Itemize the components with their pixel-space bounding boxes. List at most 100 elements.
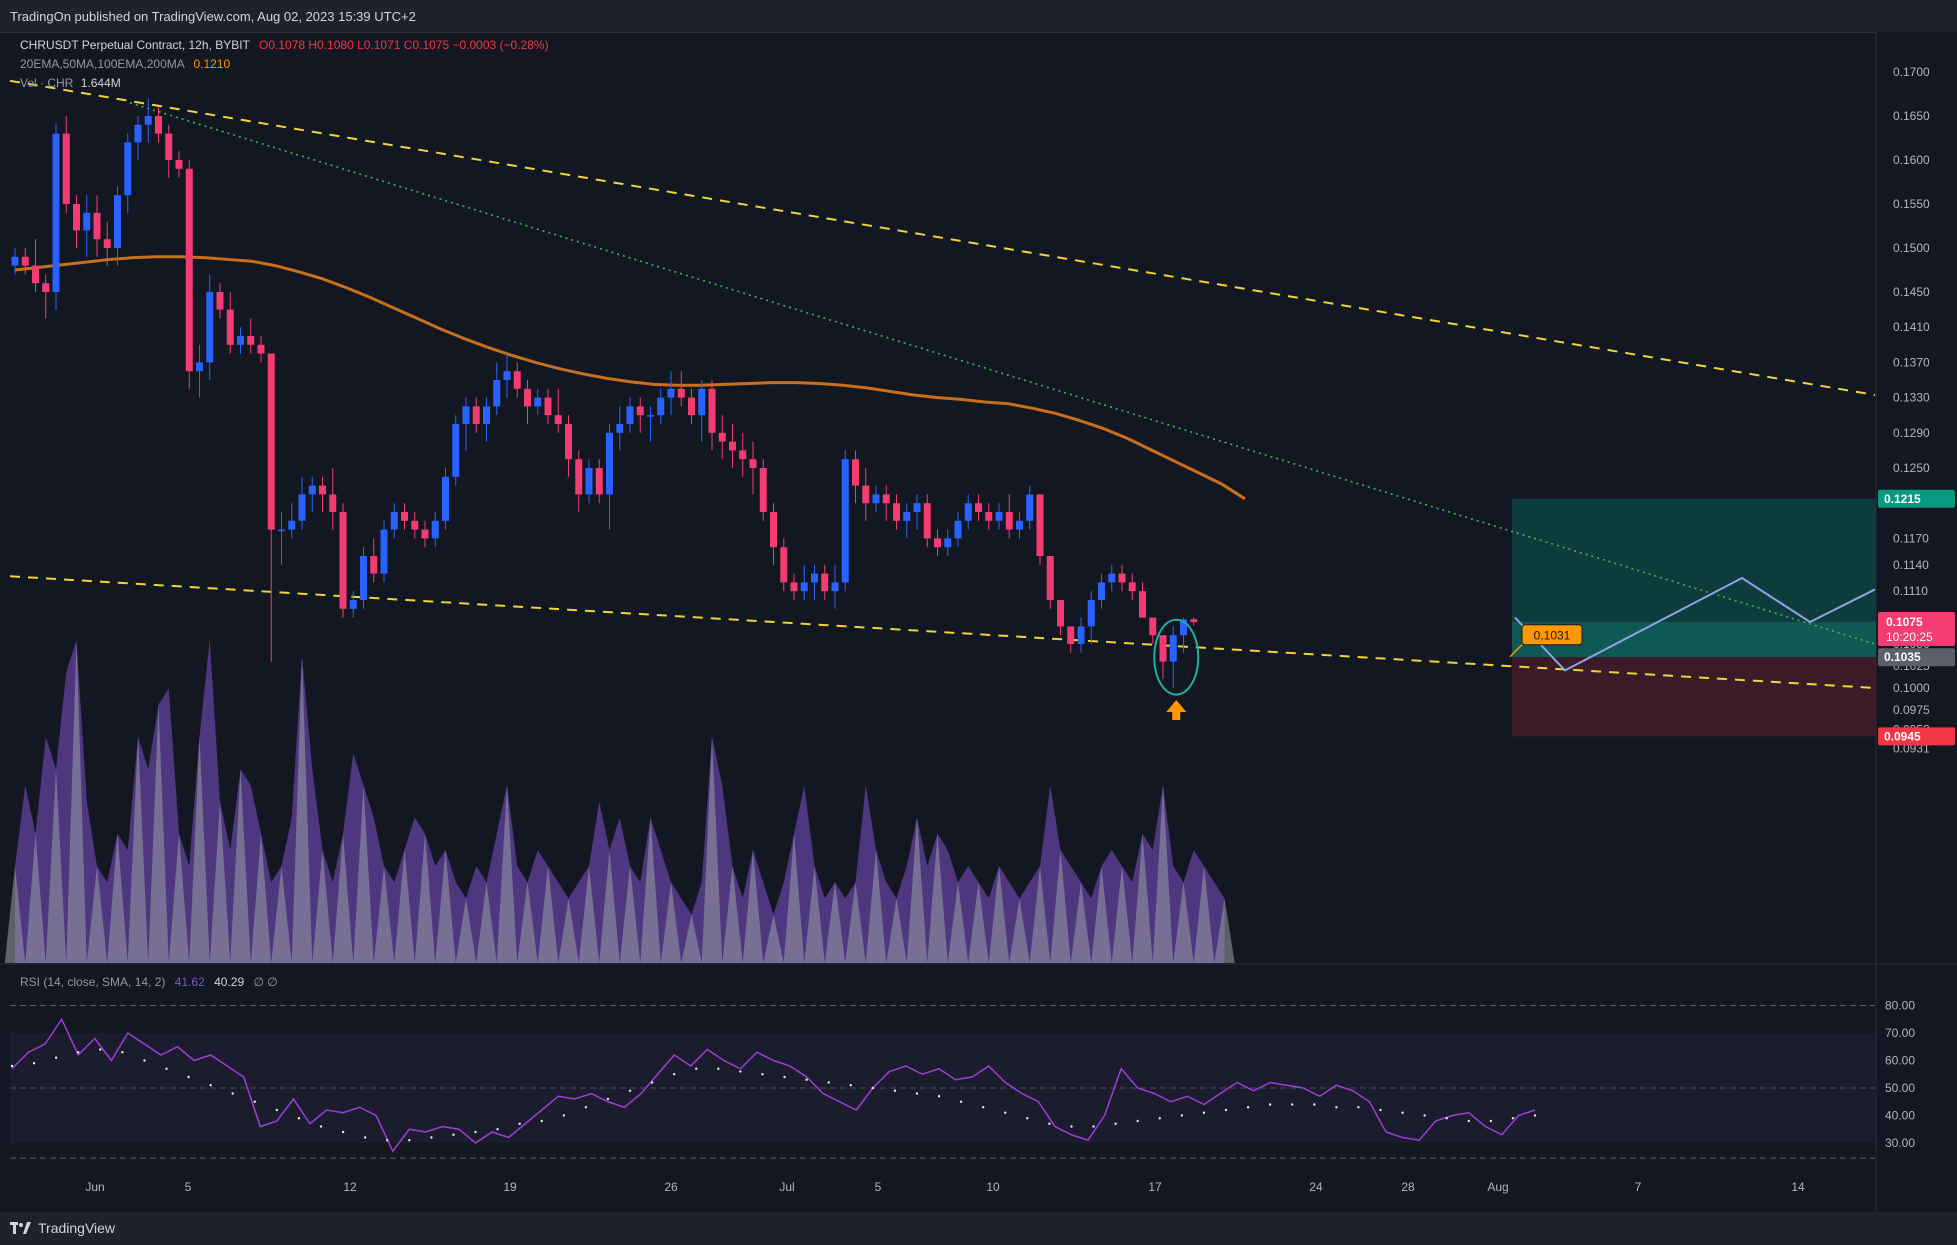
candle-body bbox=[657, 397, 665, 416]
entry-price-badge-text: 0.1035 bbox=[1884, 650, 1921, 664]
volume-spike bbox=[414, 833, 436, 963]
legend-ma-value: 0.1210 bbox=[193, 57, 231, 71]
rsi-ma-dot bbox=[10, 1064, 14, 1068]
legend-rsi[interactable]: RSI (14, close, SMA, 14, 2) bbox=[20, 975, 166, 989]
candle-body bbox=[226, 309, 234, 345]
rsi-ma-dot bbox=[77, 1051, 80, 1054]
annotations[interactable]: 0.1031 bbox=[1153, 618, 1583, 720]
time-axis[interactable]: Jun 5 12 19 26 Jul 5 10 17 24 28 Aug 7 14 bbox=[85, 1180, 1805, 1194]
price-tick: 0.1550 bbox=[1893, 197, 1930, 211]
volume-spike bbox=[25, 833, 46, 963]
candle-body bbox=[155, 116, 162, 134]
volume-spike bbox=[1009, 898, 1030, 963]
volume-spike bbox=[701, 736, 723, 963]
ma200-line bbox=[14, 255, 1246, 501]
legend-symbol[interactable]: CHRUSDT Perpetual Contract, 12h, BYBIT bbox=[20, 38, 250, 52]
candle-body bbox=[636, 406, 644, 416]
rsi-ma-dot bbox=[893, 1089, 897, 1092]
candle-body bbox=[32, 265, 39, 284]
candle-body bbox=[800, 582, 808, 592]
rsi-ma-dot bbox=[717, 1067, 720, 1070]
rsi-ma-dot bbox=[518, 1122, 521, 1125]
candle-body bbox=[893, 503, 900, 521]
tradingview-brand[interactable]: TradingView bbox=[10, 1220, 115, 1236]
rsi-ma-dot bbox=[187, 1075, 190, 1079]
price-note-box bbox=[1521, 624, 1583, 646]
candle-body bbox=[1005, 512, 1013, 530]
time-tick: 19 bbox=[503, 1180, 517, 1194]
candle-body bbox=[1046, 556, 1054, 600]
tradingview-logo-icon bbox=[10, 1222, 31, 1234]
rsi-ma-dot bbox=[1004, 1111, 1007, 1114]
price-tick: 0.1290 bbox=[1893, 426, 1930, 440]
rsi-ma-dot bbox=[253, 1100, 256, 1103]
rsi-ma-dot bbox=[496, 1128, 499, 1131]
volume-spike bbox=[394, 849, 415, 963]
rsi-ma-dot bbox=[99, 1048, 102, 1051]
volume-spike bbox=[312, 849, 333, 963]
price-tick: 0.1170 bbox=[1893, 531, 1929, 545]
candle-body bbox=[964, 503, 972, 521]
legend-rsi-ma-value: 40.29 bbox=[214, 975, 245, 989]
candle-body bbox=[278, 529, 285, 532]
volume-spike bbox=[332, 833, 354, 963]
projection-path bbox=[1514, 576, 1876, 672]
candle-body bbox=[513, 371, 521, 389]
rsi-ma-dot bbox=[739, 1070, 742, 1073]
legend-ma[interactable]: 20EMA,50MA,100EMA,200MA bbox=[20, 57, 185, 71]
rsi-ma-dot bbox=[1136, 1119, 1139, 1123]
volume-spike bbox=[947, 882, 969, 963]
candle-body bbox=[739, 450, 747, 460]
brand-label: TradingView bbox=[38, 1220, 116, 1236]
rsi-ma-dot bbox=[650, 1081, 654, 1084]
legend-vol[interactable]: Vol · CHR bbox=[20, 76, 74, 90]
candle-body bbox=[196, 362, 203, 372]
candle-body bbox=[852, 459, 859, 486]
candle-body bbox=[903, 512, 911, 521]
candle-body bbox=[821, 573, 829, 592]
candle-body bbox=[257, 344, 265, 354]
candle-body bbox=[42, 283, 50, 292]
rsi-ma-dot bbox=[386, 1139, 389, 1142]
rsi-ma-dot bbox=[143, 1059, 146, 1062]
candle-body bbox=[616, 424, 624, 433]
rsi-tick: 60.00 bbox=[1885, 1054, 1915, 1068]
rsi-ma-dot bbox=[1114, 1122, 1117, 1125]
volume-spike bbox=[1050, 849, 1071, 963]
candle-body bbox=[954, 520, 962, 539]
price-axis[interactable]: 0.1700 0.1650 0.1600 0.1550 0.1500 0.1450 0.14… bbox=[1878, 65, 1955, 1150]
candle-body bbox=[544, 397, 552, 416]
candle-body bbox=[1180, 619, 1187, 636]
volume-spike bbox=[86, 866, 108, 963]
price-tick: 0.1500 bbox=[1893, 241, 1930, 255]
volume-spike bbox=[804, 866, 825, 963]
candle-body bbox=[103, 239, 111, 248]
candle-body bbox=[1128, 582, 1136, 592]
candle-body bbox=[872, 494, 880, 504]
rsi-ma-dot bbox=[319, 1125, 323, 1128]
candle-body bbox=[93, 212, 101, 240]
volume-spike bbox=[763, 914, 784, 963]
candle-body bbox=[1190, 619, 1198, 622]
legend-rsi-value: 41.62 bbox=[174, 975, 205, 989]
candle-body bbox=[790, 582, 798, 592]
candle-body bbox=[339, 512, 347, 609]
chart-canvas[interactable]: 0.1031 0.17000.16500.16000.15500.15000.1… bbox=[0, 32, 1957, 1212]
rsi-ma-dot bbox=[783, 1075, 786, 1079]
drawing-lines[interactable] bbox=[9, 79, 1876, 689]
time-tick: 17 bbox=[1148, 1180, 1162, 1194]
volume-spike bbox=[1193, 866, 1215, 963]
candle-body bbox=[267, 353, 275, 530]
candle-body bbox=[688, 397, 695, 416]
candle-body bbox=[831, 582, 839, 592]
last-price-text: 0.1075 bbox=[1886, 615, 1923, 629]
rsi-ma-dot bbox=[1202, 1111, 1206, 1114]
volume-spike bbox=[353, 785, 374, 963]
candle-body bbox=[862, 485, 870, 504]
volume-spike bbox=[127, 736, 149, 963]
volume-spike bbox=[517, 882, 538, 963]
candle-body bbox=[565, 424, 572, 460]
rsi-ma-dot bbox=[1357, 1106, 1360, 1109]
long-position-tool[interactable] bbox=[1512, 498, 1876, 737]
rsi-ma-dot bbox=[408, 1139, 411, 1142]
